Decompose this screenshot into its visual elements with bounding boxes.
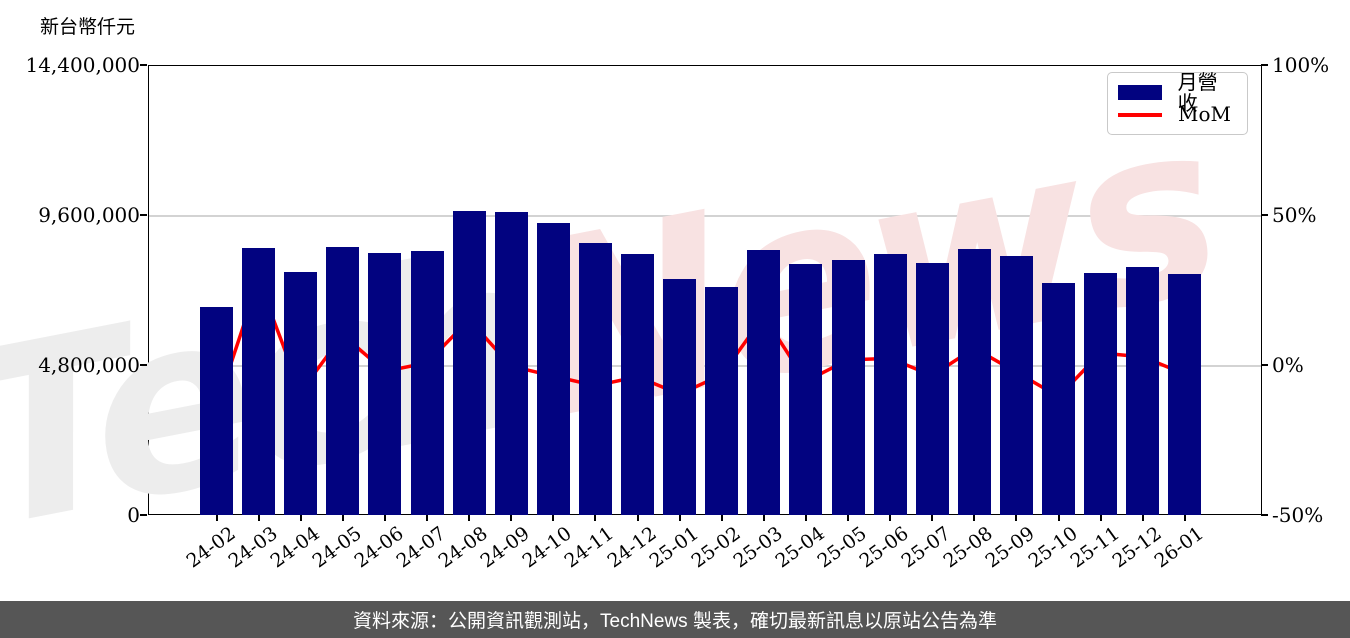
legend-row-revenue: 月營收 xyxy=(1118,71,1237,113)
bar-24-09 xyxy=(494,212,528,515)
bar-25-04 xyxy=(789,264,823,515)
x-tick-24-12 xyxy=(636,515,639,521)
bar-25-05 xyxy=(831,260,865,515)
x-tick-24-03 xyxy=(257,515,260,521)
x-tick-25-06 xyxy=(889,515,892,521)
plot-background xyxy=(148,65,1262,515)
y-tick-label-right-3: 100% xyxy=(1272,53,1330,77)
x-tick-25-08 xyxy=(973,515,976,521)
y-tick-label-right-0: -50% xyxy=(1272,503,1324,527)
legend: 月營收 MoM xyxy=(1107,71,1248,135)
bar-26-01 xyxy=(1168,274,1202,515)
x-tick-24-02 xyxy=(215,515,218,521)
bar-25-02 xyxy=(705,287,739,515)
x-tick-25-10 xyxy=(1057,515,1060,521)
plot-area xyxy=(148,65,1262,521)
x-tick-25-12 xyxy=(1141,515,1144,521)
legend-label-mom: MoM xyxy=(1178,102,1231,126)
bar-24-07 xyxy=(410,250,444,515)
x-tick-24-08 xyxy=(468,515,471,521)
x-tick-25-05 xyxy=(847,515,849,521)
x-tick-25-02 xyxy=(720,515,723,521)
x-tick-24-05 xyxy=(341,515,344,521)
y-tick-right-0 xyxy=(1261,514,1268,516)
legend-row-mom: MoM xyxy=(1118,104,1237,125)
x-tick-24-10 xyxy=(552,515,555,521)
bar-24-12 xyxy=(621,254,654,515)
x-tick-24-06 xyxy=(383,515,386,521)
bar-24-03 xyxy=(242,247,276,515)
bar-25-06 xyxy=(873,254,907,515)
bar-24-05 xyxy=(326,247,360,515)
gridline-50pct xyxy=(149,215,1261,217)
bar-24-04 xyxy=(284,271,318,515)
y-tick-label-left-0: 0 xyxy=(127,503,140,527)
mom-line xyxy=(214,278,1187,409)
x-tick-24-07 xyxy=(426,515,428,521)
y-tick-right-3 xyxy=(1261,64,1268,66)
y-tick-right-1 xyxy=(1261,364,1268,366)
y-tick-left-3 xyxy=(140,64,147,66)
bar-25-07 xyxy=(915,263,949,515)
x-tick-25-01 xyxy=(678,515,681,521)
bar-25-11 xyxy=(1084,273,1118,515)
y-tick-label-right-1: 0% xyxy=(1272,353,1304,377)
x-tick-25-07 xyxy=(931,515,934,521)
x-tick-24-04 xyxy=(299,515,302,521)
left-axis-title: 新台幣仟元 xyxy=(40,16,136,38)
bar-24-08 xyxy=(452,210,486,515)
y-tick-right-2 xyxy=(1261,214,1268,216)
bar-25-09 xyxy=(999,255,1033,515)
y-tick-label-left-3: 14,400,000 xyxy=(25,53,140,77)
x-tick-24-09 xyxy=(510,515,513,521)
x-tick-25-04 xyxy=(804,515,807,521)
y-tick-left-0 xyxy=(140,514,147,516)
x-tick-26-01 xyxy=(1183,515,1186,521)
bar-25-08 xyxy=(957,249,991,515)
x-tick-25-03 xyxy=(762,515,765,521)
bar-25-10 xyxy=(1042,282,1075,515)
y-tick-label-right-2: 50% xyxy=(1272,203,1317,227)
bar-24-02 xyxy=(200,306,233,515)
source-footer-text: 資料來源：公開資訊觀測站，TechNews 製表，確切最新訊息以原站公告為準 xyxy=(353,611,997,632)
bar-25-12 xyxy=(1126,266,1160,515)
revenue-bar-swatch xyxy=(1118,85,1162,100)
bar-24-06 xyxy=(368,252,402,515)
x-tick-24-11 xyxy=(594,515,597,521)
bar-25-03 xyxy=(747,250,781,515)
source-footer: 資料來源：公開資訊觀測站，TechNews 製表，確切最新訊息以原站公告為準 xyxy=(0,601,1350,638)
y-tick-left-1 xyxy=(140,364,147,366)
bar-24-11 xyxy=(578,243,612,515)
y-tick-label-left-2: 9,600,000 xyxy=(38,203,140,227)
y-tick-label-left-1: 4,800,000 xyxy=(38,353,140,377)
legend-label-revenue: 月營收 xyxy=(1177,69,1218,115)
x-tick-25-09 xyxy=(1015,515,1018,521)
x-tick-25-11 xyxy=(1099,515,1102,521)
gridline-0pct xyxy=(149,365,1261,367)
mom-line-swatch xyxy=(1118,112,1162,117)
bar-25-01 xyxy=(663,279,697,515)
y-tick-left-2 xyxy=(140,214,147,216)
bar-24-10 xyxy=(536,223,570,515)
